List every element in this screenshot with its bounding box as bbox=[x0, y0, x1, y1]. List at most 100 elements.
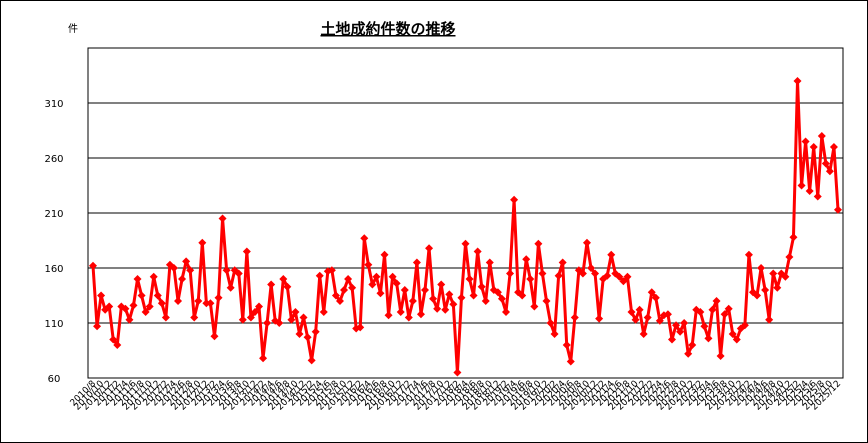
data-point bbox=[283, 282, 292, 291]
data-point bbox=[538, 269, 547, 278]
data-point bbox=[558, 258, 567, 267]
data-point bbox=[133, 275, 142, 283]
data-point bbox=[319, 308, 328, 316]
data-point bbox=[591, 269, 600, 278]
data-point bbox=[137, 291, 146, 300]
data-point bbox=[299, 313, 308, 322]
data-point bbox=[639, 330, 648, 338]
data-point bbox=[315, 271, 324, 280]
data-point bbox=[368, 280, 377, 289]
data-point bbox=[129, 301, 138, 310]
data-point bbox=[651, 293, 660, 302]
data-point bbox=[825, 167, 834, 176]
data-point bbox=[493, 288, 502, 297]
data-point bbox=[93, 322, 102, 331]
data-point bbox=[246, 313, 255, 322]
data-point bbox=[829, 143, 838, 151]
y-tick-label: 110 bbox=[44, 319, 63, 330]
data-point bbox=[526, 275, 535, 283]
data-point bbox=[712, 297, 721, 305]
data-point bbox=[194, 297, 203, 305]
data-point bbox=[801, 137, 810, 146]
data-point bbox=[295, 330, 304, 338]
data-point bbox=[615, 272, 624, 281]
data-point bbox=[234, 269, 243, 278]
data-point bbox=[453, 368, 462, 377]
data-point bbox=[696, 308, 705, 316]
data-point bbox=[530, 302, 539, 311]
data-point bbox=[182, 257, 191, 266]
data-point bbox=[643, 313, 652, 322]
data-point bbox=[388, 272, 397, 281]
data-point bbox=[331, 291, 340, 300]
data-point bbox=[161, 313, 170, 322]
data-point bbox=[250, 308, 259, 316]
data-point bbox=[469, 291, 478, 300]
data-point bbox=[663, 310, 672, 319]
data-point bbox=[259, 354, 268, 363]
data-point bbox=[275, 319, 284, 327]
y-tick-label: 60 bbox=[48, 374, 61, 385]
data-point bbox=[380, 250, 389, 259]
data-point bbox=[724, 304, 733, 313]
data-point bbox=[437, 280, 446, 289]
data-point bbox=[578, 269, 587, 278]
data-point bbox=[647, 288, 656, 297]
data-point bbox=[720, 310, 729, 319]
data-point bbox=[684, 349, 693, 358]
data-point bbox=[356, 323, 365, 332]
data-point bbox=[169, 264, 178, 272]
data-point bbox=[242, 247, 251, 256]
data-point bbox=[570, 313, 579, 322]
data-point bbox=[465, 275, 474, 283]
data-point bbox=[145, 302, 154, 311]
data-point bbox=[716, 352, 725, 360]
data-point bbox=[619, 277, 628, 286]
data-point bbox=[542, 297, 551, 305]
data-point bbox=[781, 272, 790, 281]
data-point bbox=[307, 356, 316, 365]
data-point bbox=[141, 308, 150, 316]
data-point bbox=[202, 299, 211, 308]
data-point bbox=[773, 283, 782, 292]
data-point bbox=[582, 238, 591, 247]
data-point bbox=[461, 239, 470, 248]
data-point bbox=[740, 321, 749, 330]
data-point bbox=[809, 143, 818, 151]
data-point bbox=[765, 315, 774, 324]
data-point bbox=[425, 244, 434, 253]
data-point bbox=[554, 271, 563, 280]
data-point bbox=[627, 308, 636, 316]
data-point bbox=[813, 192, 822, 201]
data-point bbox=[667, 335, 676, 344]
data-point bbox=[416, 310, 425, 319]
data-point bbox=[769, 269, 778, 278]
data-point bbox=[287, 315, 296, 324]
data-point bbox=[408, 297, 417, 305]
data-point bbox=[789, 233, 798, 242]
data-point bbox=[348, 283, 357, 292]
data-point bbox=[744, 250, 753, 259]
data-point bbox=[109, 335, 118, 344]
data-point bbox=[676, 327, 685, 336]
data-point bbox=[566, 357, 575, 366]
data-point bbox=[672, 321, 681, 330]
data-point bbox=[327, 266, 336, 275]
data-point bbox=[449, 300, 458, 309]
data-point bbox=[392, 279, 401, 288]
data-point bbox=[360, 234, 369, 243]
y-tick-label: 310 bbox=[44, 99, 63, 110]
data-point bbox=[708, 305, 717, 314]
y-tick-label: 260 bbox=[44, 154, 63, 165]
data-point bbox=[793, 77, 802, 85]
data-point bbox=[153, 291, 162, 300]
data-point bbox=[214, 293, 223, 302]
data-point bbox=[761, 286, 770, 294]
data-point bbox=[238, 315, 247, 324]
data-point bbox=[607, 250, 616, 259]
data-point bbox=[704, 334, 713, 343]
data-point bbox=[595, 314, 604, 323]
data-point bbox=[267, 280, 276, 289]
